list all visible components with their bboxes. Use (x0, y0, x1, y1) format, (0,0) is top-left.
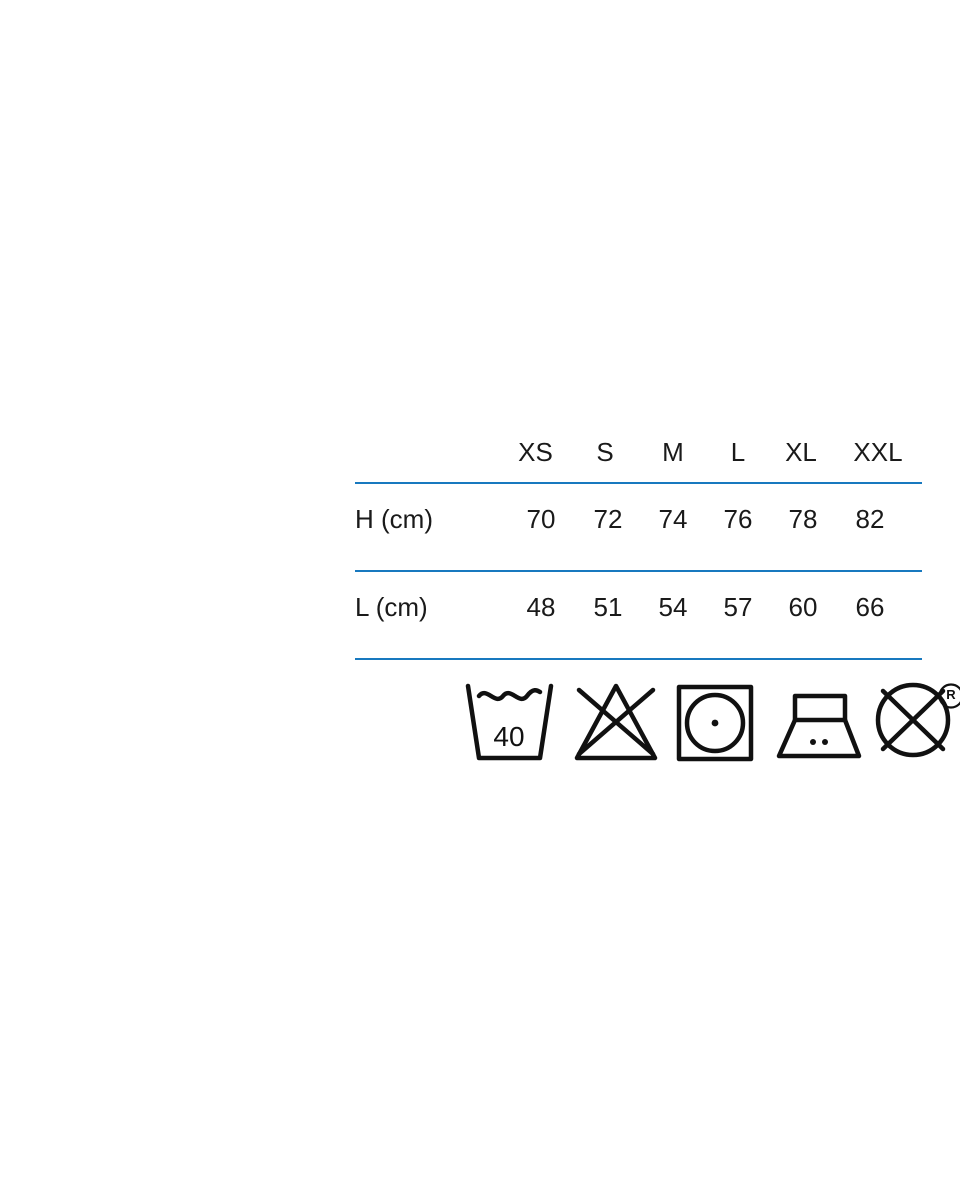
svg-text:R: R (946, 687, 956, 702)
svg-text:40: 40 (493, 721, 524, 752)
